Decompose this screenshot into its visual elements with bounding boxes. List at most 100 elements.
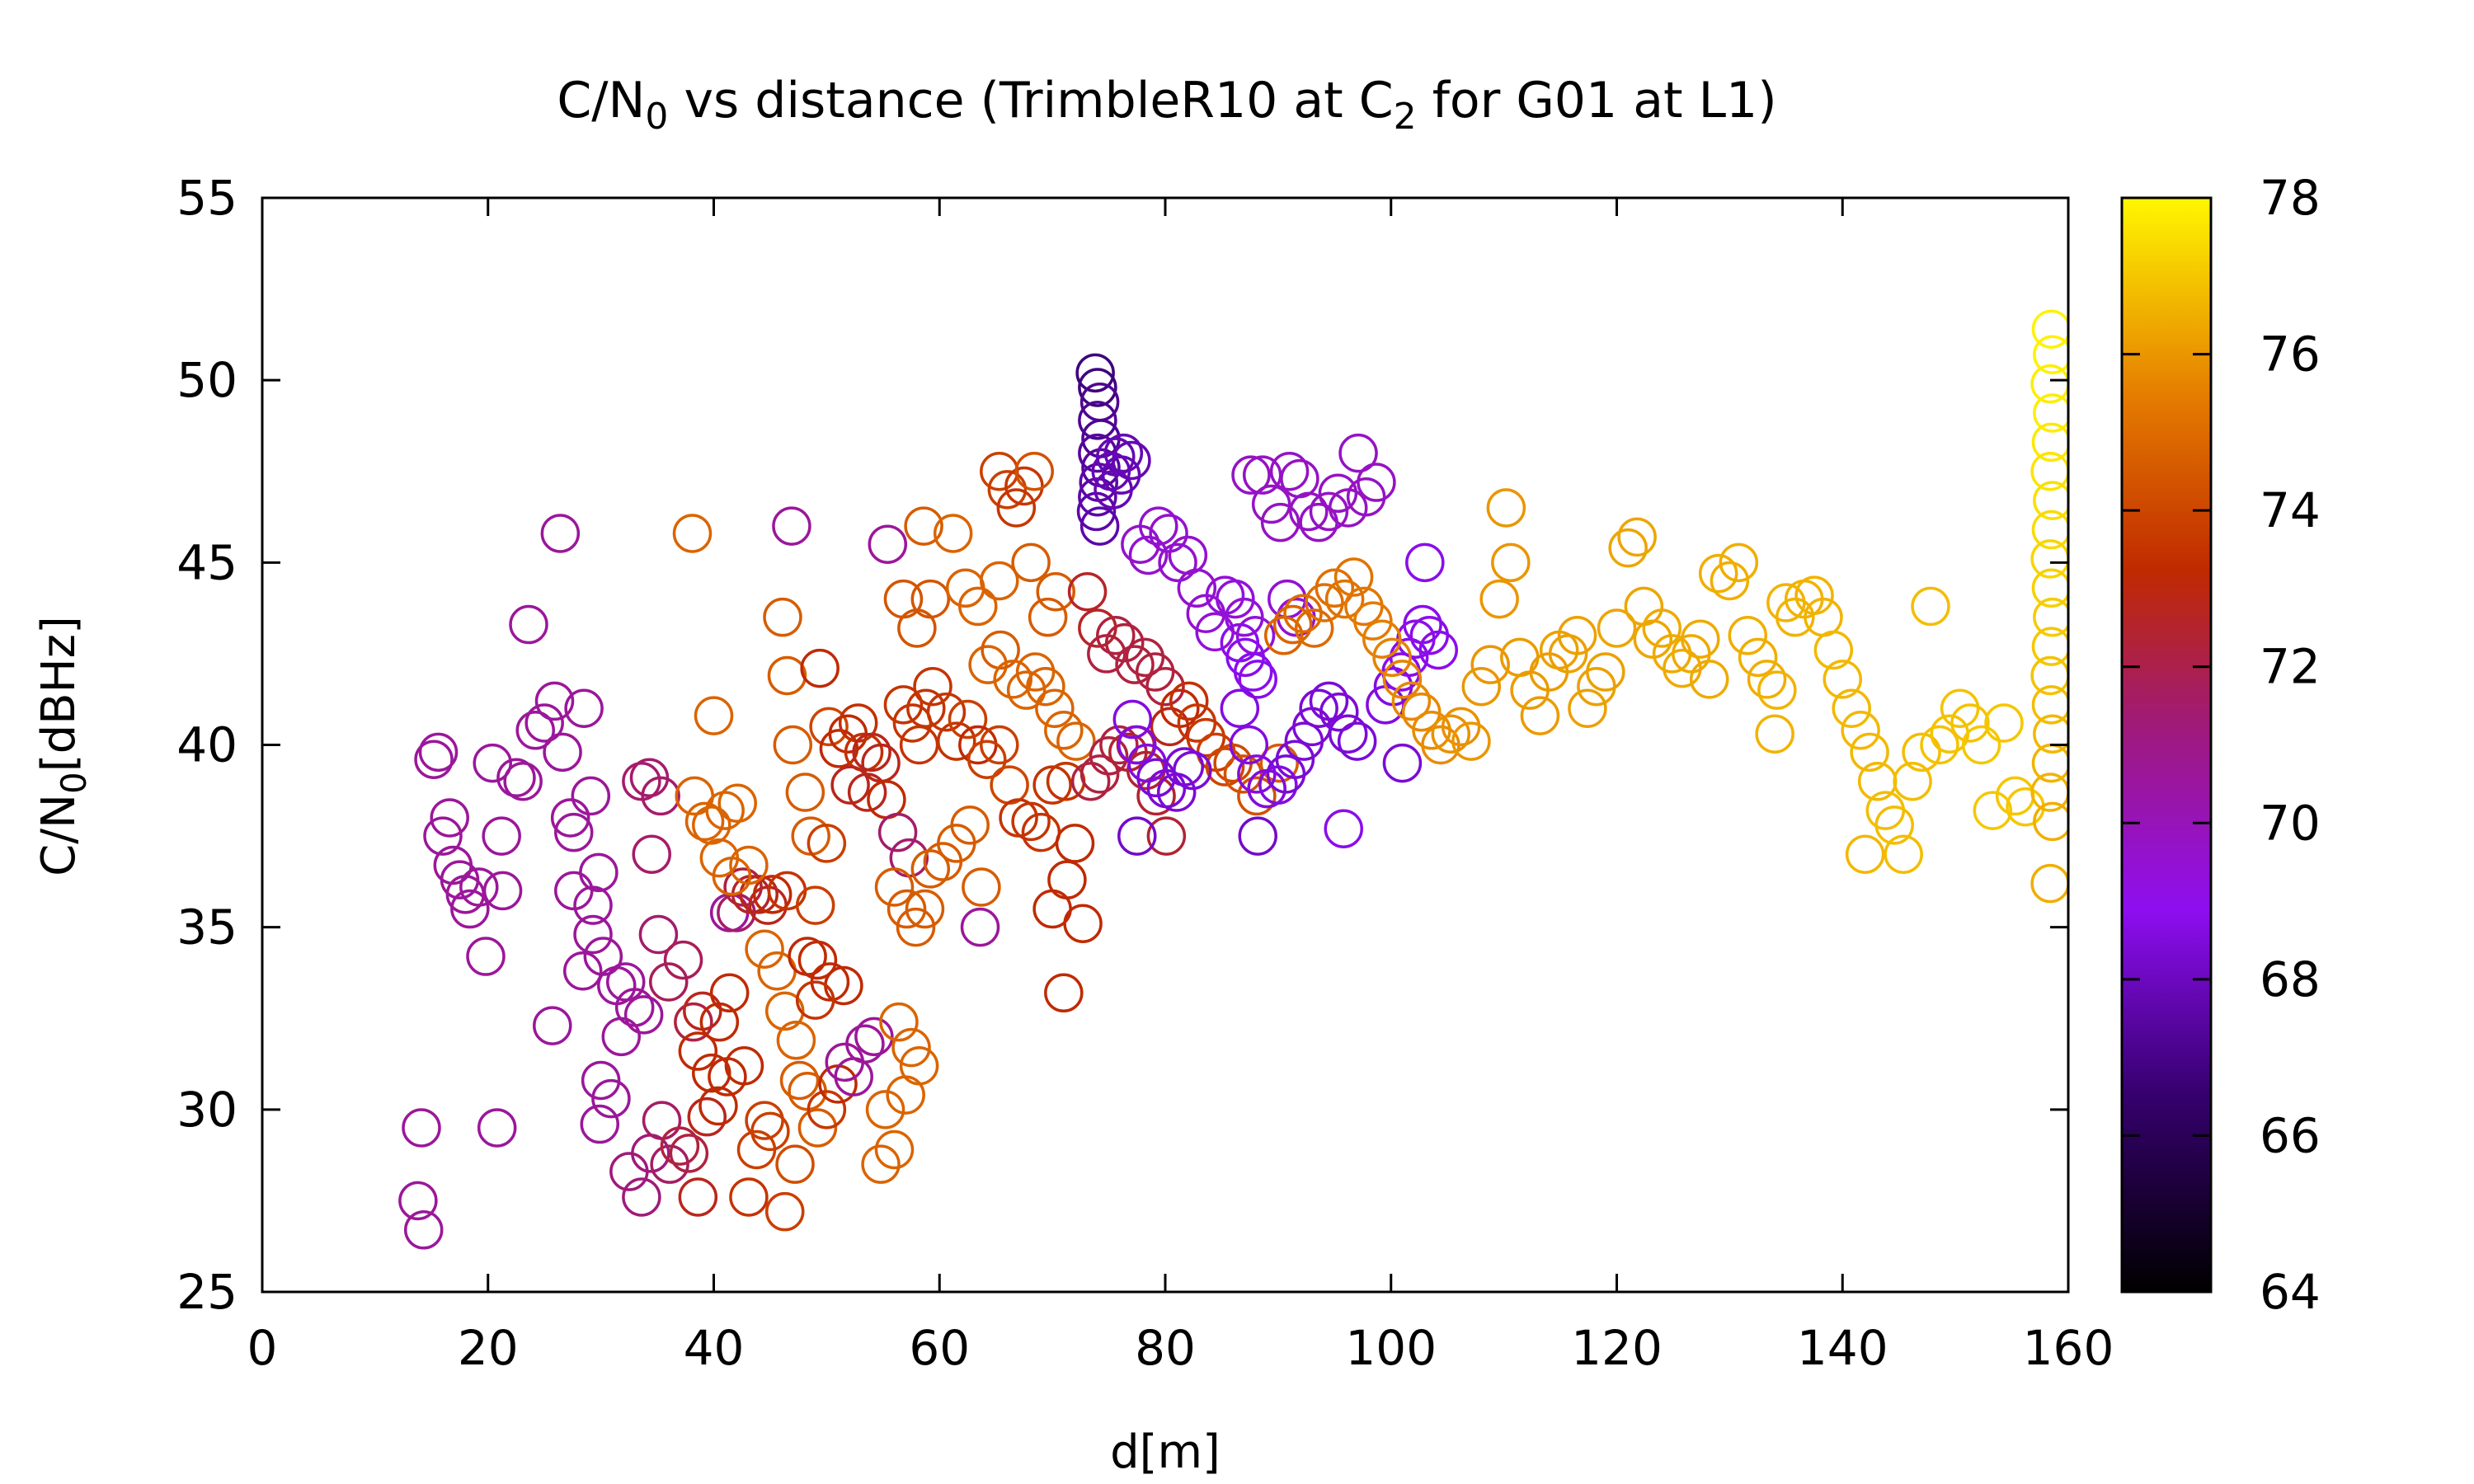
data-point [1063,904,1103,943]
data-point [1461,666,1501,707]
data-point [622,1177,661,1217]
data-point [990,765,1029,805]
data-point [571,776,611,816]
data-point [1056,721,1096,761]
data-point [564,688,604,729]
data-point [776,1021,816,1060]
data-point [729,845,769,885]
data-point [2033,597,2068,637]
data-point [867,780,906,819]
data-point [1738,637,1778,678]
data-point [1608,528,1648,568]
data-point [2031,685,2068,725]
data-point [892,703,933,743]
y-tick-label: 45 [176,534,238,590]
data-point [904,506,943,546]
data-point [887,889,927,929]
data-point [1832,688,1871,729]
data-point [1319,692,1359,732]
data-point [678,1031,718,1071]
data-point [745,929,784,969]
data-point [1260,502,1300,542]
data-point [1353,601,1393,641]
data-point [692,1053,731,1093]
data-point [1362,619,1402,659]
data-point [1617,517,1657,557]
data-point [477,1108,517,1148]
data-point [1099,725,1139,765]
data-point [1103,433,1144,473]
data-point [879,1002,919,1042]
data-point [430,798,469,838]
data-point [1324,809,1364,848]
data-point [398,1181,438,1221]
data-point [1150,707,1190,747]
x-axis: 0 20 40 60 80 100 120 140 160 [247,198,2114,1376]
data-point [591,1078,631,1119]
y-axis: 25 30 35 40 45 50 55 [176,170,2068,1320]
data-point [1920,725,1959,765]
data-points [398,309,2068,1250]
y-tick-label: 35 [176,899,238,956]
data-point [987,470,1028,510]
data-point [906,688,946,729]
data-point [980,561,1019,601]
data-point [1237,776,1277,816]
data-point [614,988,655,1027]
data-point [1823,660,1862,699]
data-point [623,995,664,1035]
data-point [1568,688,1607,729]
data-point [1128,535,1169,575]
data-point [1984,703,2024,743]
data-point [1470,645,1510,684]
data-point [403,1210,444,1250]
data-point [1893,761,1932,801]
data-point [562,951,603,991]
data-point [1006,670,1047,710]
data-point [1220,688,1260,729]
data-point [503,761,543,801]
data-point [482,871,523,911]
data-point [905,889,945,929]
data-point [891,1027,931,1068]
data-point [1251,484,1291,524]
data-point [1940,688,1980,729]
data-point [1125,637,1165,678]
data-point [764,991,805,1031]
data-point [1156,773,1197,812]
x-tick-label: 120 [1571,1320,1663,1376]
data-point [865,1090,905,1129]
data-point [2031,627,2068,666]
data-point [861,1144,901,1184]
data-point [807,1090,847,1129]
data-point [466,937,506,976]
data-point [1269,452,1310,491]
colorbar-tick-label: 78 [2260,170,2321,226]
data-point [1479,579,1519,619]
colorbar [2120,196,2213,1294]
colorbar-tick-label: 72 [2260,639,2321,695]
data-point [583,937,623,976]
y-axis-label: C/N0[dBHz] [32,616,94,876]
data-point [874,867,915,907]
data-point [1078,368,1117,407]
data-point [1011,801,1051,842]
data-point [402,1108,441,1148]
data-point [1874,805,1914,845]
data-point [1973,791,2013,830]
data-point [543,732,582,773]
data-point [1642,608,1681,648]
data-point [910,849,951,889]
data-point [580,1104,620,1144]
data-point [660,1126,700,1166]
data-point [1238,816,1277,856]
data-point [1117,725,1157,765]
data-point [1135,652,1175,692]
data-point [1094,470,1133,510]
data-point [962,867,1001,907]
data-point [2030,773,2068,812]
data-point [807,824,847,863]
x-tick-label: 160 [2023,1320,2114,1376]
data-point [1911,586,1950,627]
colorbar-axis: 64 66 68 70 72 74 76 78 [2122,170,2321,1320]
